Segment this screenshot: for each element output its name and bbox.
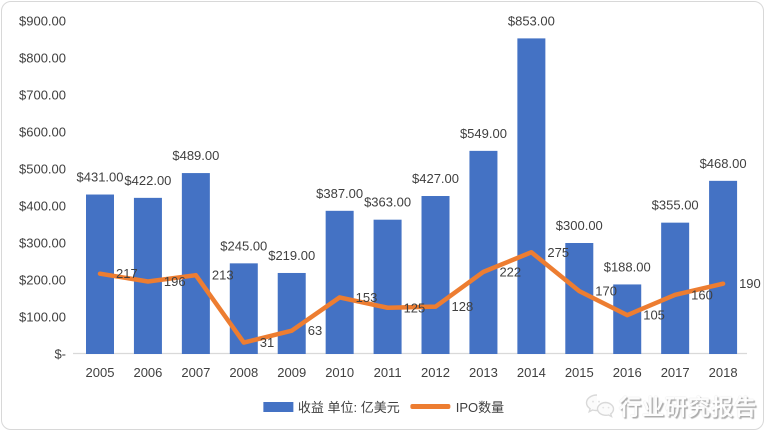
bar-value-label-2007: $489.00 (172, 148, 219, 163)
x-tick-2015: 2015 (565, 365, 594, 380)
bar-2017 (661, 222, 690, 354)
line-value-label-2007: 213 (212, 268, 234, 283)
bar-value-label-2017: $355.00 (652, 198, 699, 213)
x-tick-2017: 2017 (661, 365, 690, 380)
bar-value-label-2012: $427.00 (412, 171, 459, 186)
y-tick-500: $500.00 (19, 162, 66, 177)
y-tick-0: $- (54, 347, 66, 362)
x-tick-2018: 2018 (709, 365, 738, 380)
bar-value-label-2013: $549.00 (460, 126, 507, 141)
x-tick-2013: 2013 (469, 365, 498, 380)
y-tick-200: $200.00 (19, 273, 66, 288)
x-tick-2006: 2006 (133, 365, 162, 380)
bar-value-label-2011: $363.00 (364, 195, 411, 210)
x-tick-2016: 2016 (613, 365, 642, 380)
bar-value-label-2010: $387.00 (316, 186, 363, 201)
line-value-label-2012: 128 (452, 299, 474, 314)
y-tick-700: $700.00 (19, 88, 66, 103)
legend-bar-label: 收益 单位: 亿美元 (297, 400, 400, 415)
line-value-label-2017: 160 (691, 287, 713, 302)
line-value-label-2015: 170 (595, 284, 617, 299)
watermark: 行业研究报告 (585, 390, 757, 422)
ipo-line (97, 250, 726, 345)
x-tick-2005: 2005 (86, 365, 115, 380)
line-value-label-2018: 190 (739, 276, 761, 291)
bar-2013 (469, 150, 498, 354)
bar-2006 (133, 197, 162, 354)
x-tick-2011: 2011 (374, 365, 402, 380)
y-tick-100: $100.00 (19, 310, 66, 325)
x-tick-2012: 2012 (421, 365, 450, 380)
bar-value-label-2006: $422.00 (124, 173, 171, 188)
bar-2011 (373, 219, 402, 354)
bar-value-label-2016: $188.00 (604, 259, 651, 274)
y-tick-600: $600.00 (19, 125, 66, 140)
x-tick-2010: 2010 (325, 365, 354, 380)
watermark-text: 行业研究报告 (618, 395, 757, 420)
bar-value-label-2015: $300.00 (556, 218, 603, 233)
line-value-label-2013: 222 (499, 264, 521, 279)
bar-2007 (181, 173, 210, 354)
bar-value-label-2009: $219.00 (268, 248, 315, 263)
line-value-label-2014: 275 (547, 245, 569, 260)
line-value-label-2006: 196 (164, 274, 186, 289)
chat-bubbles-icon (585, 394, 615, 418)
bar-2018 (709, 180, 738, 354)
legend-bar-swatch (262, 401, 293, 412)
bar-2012 (421, 196, 450, 354)
line-value-label-2010: 153 (356, 290, 378, 305)
y-tick-900: $900.00 (19, 14, 66, 29)
bar-value-label-2008: $245.00 (220, 238, 267, 253)
y-tick-300: $300.00 (19, 236, 66, 251)
line-value-label-2008: 31 (260, 335, 274, 350)
bar-value-label-2005: $431.00 (77, 170, 124, 185)
bar-value-label-2018: $468.00 (700, 156, 747, 171)
bar-2015 (565, 243, 594, 354)
x-tick-2014: 2014 (517, 365, 546, 380)
x-tick-2009: 2009 (277, 365, 306, 380)
line-value-label-2005: 217 (116, 266, 138, 281)
line-value-label-2009: 63 (308, 323, 322, 338)
bar-2014 (517, 38, 546, 354)
line-value-label-2011: 125 (404, 300, 426, 315)
legend-line-swatch (410, 404, 451, 409)
x-tick-2008: 2008 (229, 365, 258, 380)
bar-2016 (613, 284, 642, 354)
x-tick-2007: 2007 (181, 365, 210, 380)
legend-line-label: IPO数量 (455, 400, 505, 415)
bar-value-label-2014: $853.00 (508, 13, 555, 28)
y-tick-800: $800.00 (19, 51, 66, 66)
y-tick-400: $400.00 (19, 199, 66, 214)
legend: 收益 单位: 亿美元 IPO数量 (262, 397, 505, 416)
bar-2009 (277, 272, 306, 354)
line-value-label-2016: 105 (643, 308, 665, 323)
bar-2010 (325, 210, 354, 354)
